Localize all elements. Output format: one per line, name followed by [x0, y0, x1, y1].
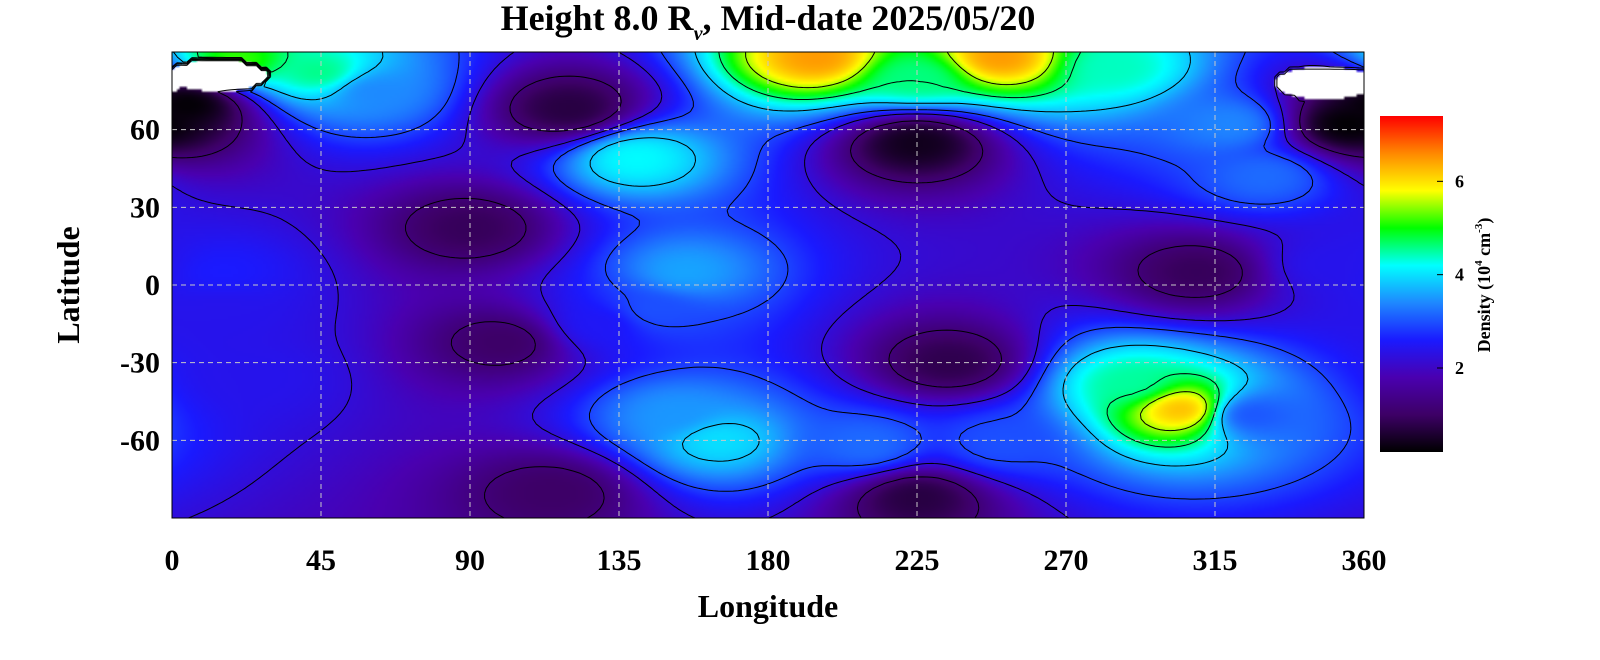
- colorbar-gradient: [1380, 116, 1443, 452]
- contour-line-3: [172, 52, 1364, 500]
- y-tick-label: 30: [130, 191, 160, 224]
- chart-title: Height 8.0 Rv, Mid-date 2025/05/20: [501, 0, 1036, 45]
- x-tick-label: 360: [1342, 544, 1387, 577]
- y-axis-ticks: -60 -30 0 30 60: [120, 114, 160, 458]
- x-tick-label: 180: [746, 544, 791, 577]
- x-tick-label: 135: [597, 544, 642, 577]
- y-tick-label: 60: [130, 114, 160, 147]
- colorbar-label: Density (104 cm-3): [1473, 218, 1495, 353]
- colorbar-label-suffix: ): [1474, 218, 1495, 224]
- colorbar: 246 Density (104 cm-3): [1380, 116, 1495, 452]
- x-axis-ticks: 0 45 90 135 180 225 270 315 360: [165, 544, 1387, 577]
- x-tick-label: 270: [1044, 544, 1089, 577]
- contour-line-5: [196, 52, 1220, 448]
- y-axis-label: Latitude: [50, 226, 86, 343]
- colorbar-label-mid: cm: [1474, 233, 1494, 260]
- y-tick-label: 0: [145, 269, 160, 302]
- y-tick-label: -30: [120, 347, 160, 380]
- x-tick-label: 225: [895, 544, 940, 577]
- grid-lines: [172, 52, 1364, 518]
- plot-frame: [171, 51, 1365, 519]
- chart-title-subscript: v: [694, 23, 704, 45]
- chart-title-prefix: Height 8.0 R: [501, 0, 695, 38]
- contour-line-4: [173, 52, 1249, 467]
- x-tick-label: 90: [455, 544, 485, 577]
- colorbar-label-exp2: -3: [1473, 223, 1485, 233]
- x-tick-label: 45: [306, 544, 336, 577]
- colorbar-tick-label: 6: [1455, 171, 1464, 191]
- colorbar-tick-label: 4: [1455, 265, 1464, 285]
- contour-line-1: [172, 60, 1364, 518]
- y-tick-label: -60: [120, 424, 160, 457]
- colorbar-label-prefix: Density (10: [1474, 266, 1495, 353]
- contour-lines: [172, 52, 1364, 518]
- x-axis-label: Longitude: [698, 588, 838, 624]
- colorbar-ticks: 2 4 6: [1437, 171, 1464, 378]
- contour-line-6: [745, 52, 1207, 432]
- colorbar-label-exp1: 4: [1473, 260, 1485, 266]
- chart-title-suffix: , Mid-date 2025/05/20: [702, 0, 1035, 38]
- x-tick-label: 315: [1193, 544, 1238, 577]
- heatmap-plot-area: [172, 52, 1364, 518]
- colorbar-tick-label: 2: [1455, 358, 1464, 378]
- contour-line-2: [172, 52, 1364, 518]
- x-tick-label: 0: [165, 544, 180, 577]
